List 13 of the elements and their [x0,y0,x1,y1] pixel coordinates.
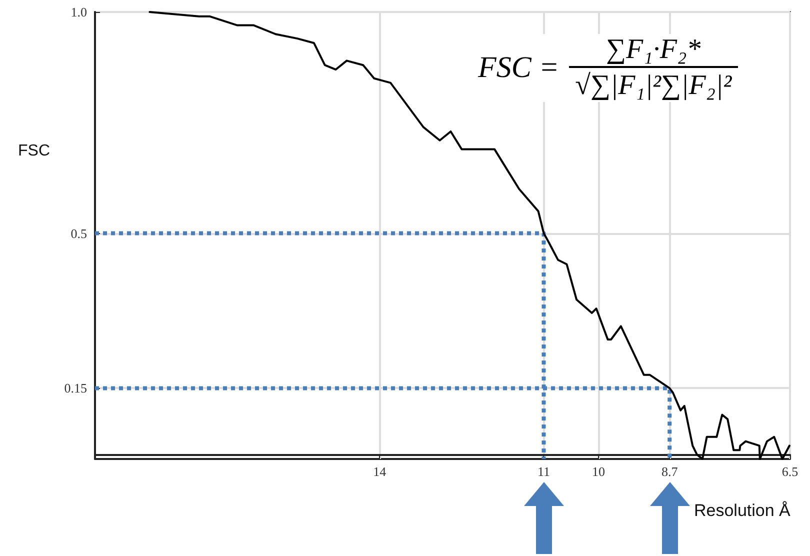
annotation: √∑|F₁|²∑|F₂|² [574,69,733,102]
y-axis-title: FSC [18,142,50,160]
x-tick-label: 11 [537,464,550,479]
x-tick-label: 8.7 [661,464,678,479]
y-tick-label: 1.0 [70,4,87,20]
y-tick-label: 0.5 [70,226,87,241]
annotation: ∑F₁·F₂* [605,34,702,66]
annotation: FSC = [478,51,560,85]
x-tick-label: 10 [592,464,605,479]
x-tick-label: 14 [373,464,387,479]
y-tick-label: 0.15 [64,380,87,396]
x-tick-label: 6.5 [782,464,798,479]
x-axis-title: Resolution Å [694,501,792,520]
